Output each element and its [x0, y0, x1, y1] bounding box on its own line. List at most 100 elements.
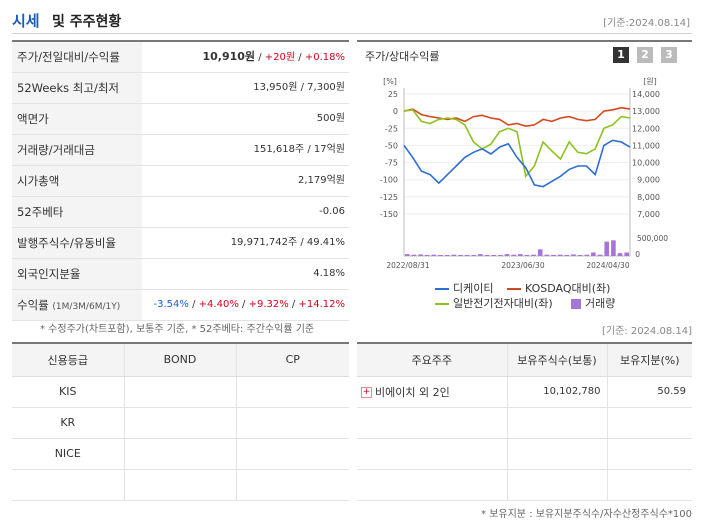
cell: 10,102,780: [507, 376, 608, 408]
price-chart: [%] [원] 25 14,000 0 13,000 -25 12,000 -50 11,000 -…: [380, 77, 668, 270]
price-rate: +0.18%: [304, 52, 345, 63]
legend-kosdaq: KOSDAQ대비(좌): [507, 280, 610, 296]
returns-label: 수익률: [17, 298, 49, 312]
cell: [124, 407, 237, 439]
holder-name: 비에이치 외 2인: [375, 385, 450, 399]
volume-bar: [471, 255, 477, 256]
volume-bar: [504, 254, 510, 256]
volume-bar: [424, 255, 430, 256]
volume-bar: [611, 240, 616, 256]
right-tick-label: 13,000: [632, 107, 660, 116]
table-row: + 비에이치 외 2인 10,102,780 50.59: [357, 376, 692, 408]
cell: [12, 469, 125, 501]
price-value: 10,910원: [202, 50, 256, 63]
left-unit-label: [%]: [383, 77, 397, 86]
returns-sublabel: (1M/3M/6M/1Y): [52, 302, 121, 312]
row-label: 주가/전일대비/수익률: [12, 42, 142, 72]
reference-date: [기준:2024.08.14]: [603, 18, 690, 29]
legend-label: 일반전기전자대비(좌): [453, 297, 553, 310]
x-tick-label: 2024/04/30: [586, 261, 629, 270]
cell: [607, 438, 692, 470]
cell: KR: [12, 407, 125, 439]
cell: [124, 469, 237, 501]
volume-bar: [451, 254, 457, 256]
left-tick-label: -125: [380, 193, 398, 202]
row-value: 4.18%: [313, 268, 345, 279]
cell: [236, 438, 349, 470]
reference-date-2: [기준: 2024.08.14]: [601, 326, 692, 337]
volume-bar: [597, 254, 603, 256]
right-tick-label: 11,000: [632, 141, 660, 150]
left-tick-label: -100: [380, 176, 398, 185]
return-3m: +4.40%: [198, 299, 239, 310]
volume-bar: [511, 254, 516, 256]
left-tick-label: -25: [385, 124, 398, 133]
legend-label: 디케이티: [453, 282, 494, 295]
row-value: -3.54% / +4.40% / +9.32% / +14.12%: [154, 290, 345, 320]
right-tick-label: 8,000: [637, 193, 660, 202]
left-tick-label: -150: [380, 210, 398, 219]
separator: /: [295, 52, 305, 63]
cell: [507, 469, 608, 501]
cell: NICE: [12, 438, 125, 470]
col-header: 보유지분(%): [607, 344, 692, 377]
row-label: 수익률 (1M/3M/6M/1Y): [12, 290, 142, 320]
legend-label: 거래량: [585, 297, 616, 310]
row-beta: 52주베타 -0.06: [12, 197, 349, 228]
separator: /: [255, 52, 265, 63]
separator: /: [242, 299, 249, 310]
right-tick-label: 7,000: [637, 210, 660, 219]
table-row: KR: [12, 407, 349, 439]
table-row: KIS: [12, 376, 349, 408]
row-52weeks: 52Weeks 최고/최저 13,950원 / 7,300원: [12, 73, 349, 104]
row-shares: 발행주식수/유동비율 19,971,742주 / 49.41%: [12, 228, 349, 259]
table-row: NICE: [12, 438, 349, 470]
separator: /: [192, 299, 199, 310]
row-value: 13,950원 / 7,300원: [253, 82, 345, 93]
col-header: 보유주식수(보통): [507, 344, 608, 377]
return-6m: +9.32%: [248, 299, 289, 310]
cell: 50.59: [607, 376, 692, 408]
table-row: [357, 469, 692, 501]
right-tick-label: 12,000: [632, 124, 660, 133]
chart-panel: 주가/상대수익률 1 2 3 [%] [원] 25 14,000 0 13,000 -25 1…: [357, 40, 692, 316]
table-row: [12, 469, 349, 501]
volume-bar: [458, 255, 463, 256]
chart-period-button-1[interactable]: 1: [613, 47, 629, 63]
row-label: 시가총액: [12, 166, 142, 196]
volume-bar: [418, 254, 423, 256]
left-tick-label: -75: [385, 159, 398, 168]
volume-bar: [531, 254, 536, 256]
quote-info-table: 주가/전일대비/수익률 10,910원 / +20원 / +0.18% 52We…: [12, 40, 349, 321]
major-holders-table: 주요주주 보유주식수(보통) 보유지분(%) + 비에이치 외 2인 10,102…: [357, 342, 692, 501]
holder-name-cell[interactable]: + 비에이치 외 2인: [357, 376, 508, 408]
col-header: 신용등급: [12, 344, 125, 377]
left-tick-label: -50: [385, 141, 398, 150]
volume-bar: [524, 255, 530, 256]
row-label: 외국인지분율: [12, 259, 142, 289]
row-label: 발행주식수/유동비율: [12, 228, 142, 258]
chart-period-button-3[interactable]: 3: [661, 47, 677, 63]
return-1y: +14.12%: [298, 299, 345, 310]
cell: [357, 469, 508, 501]
table-row: [357, 438, 692, 470]
volume-bar: [584, 254, 590, 256]
expand-icon[interactable]: +: [361, 387, 372, 398]
cell: [236, 407, 349, 439]
volume-bar: [551, 255, 556, 256]
volume-bar: [411, 254, 417, 256]
row-label: 거래량/거래대금: [12, 135, 142, 165]
volume-bar: [571, 254, 576, 256]
row-value: 19,971,742주 / 49.41%: [230, 237, 345, 248]
row-value: -0.06: [319, 206, 345, 217]
right-tick-label: 10,000: [632, 159, 660, 168]
row-value: 10,910원 / +20원 / +0.18%: [202, 42, 345, 72]
volume-bar: [498, 255, 503, 256]
chart-period-button-2[interactable]: 2: [637, 47, 653, 63]
footnote-right: * 보유지분 : 보유지분주식수/자수산정주식수*100: [481, 509, 692, 520]
volume-bar: [491, 255, 496, 256]
volume-bar: [557, 254, 563, 256]
section-header: 시세 및 주주현황 [기준:2024.08.14]: [12, 8, 692, 34]
separator: /: [291, 299, 299, 310]
volume-bar: [431, 254, 437, 256]
